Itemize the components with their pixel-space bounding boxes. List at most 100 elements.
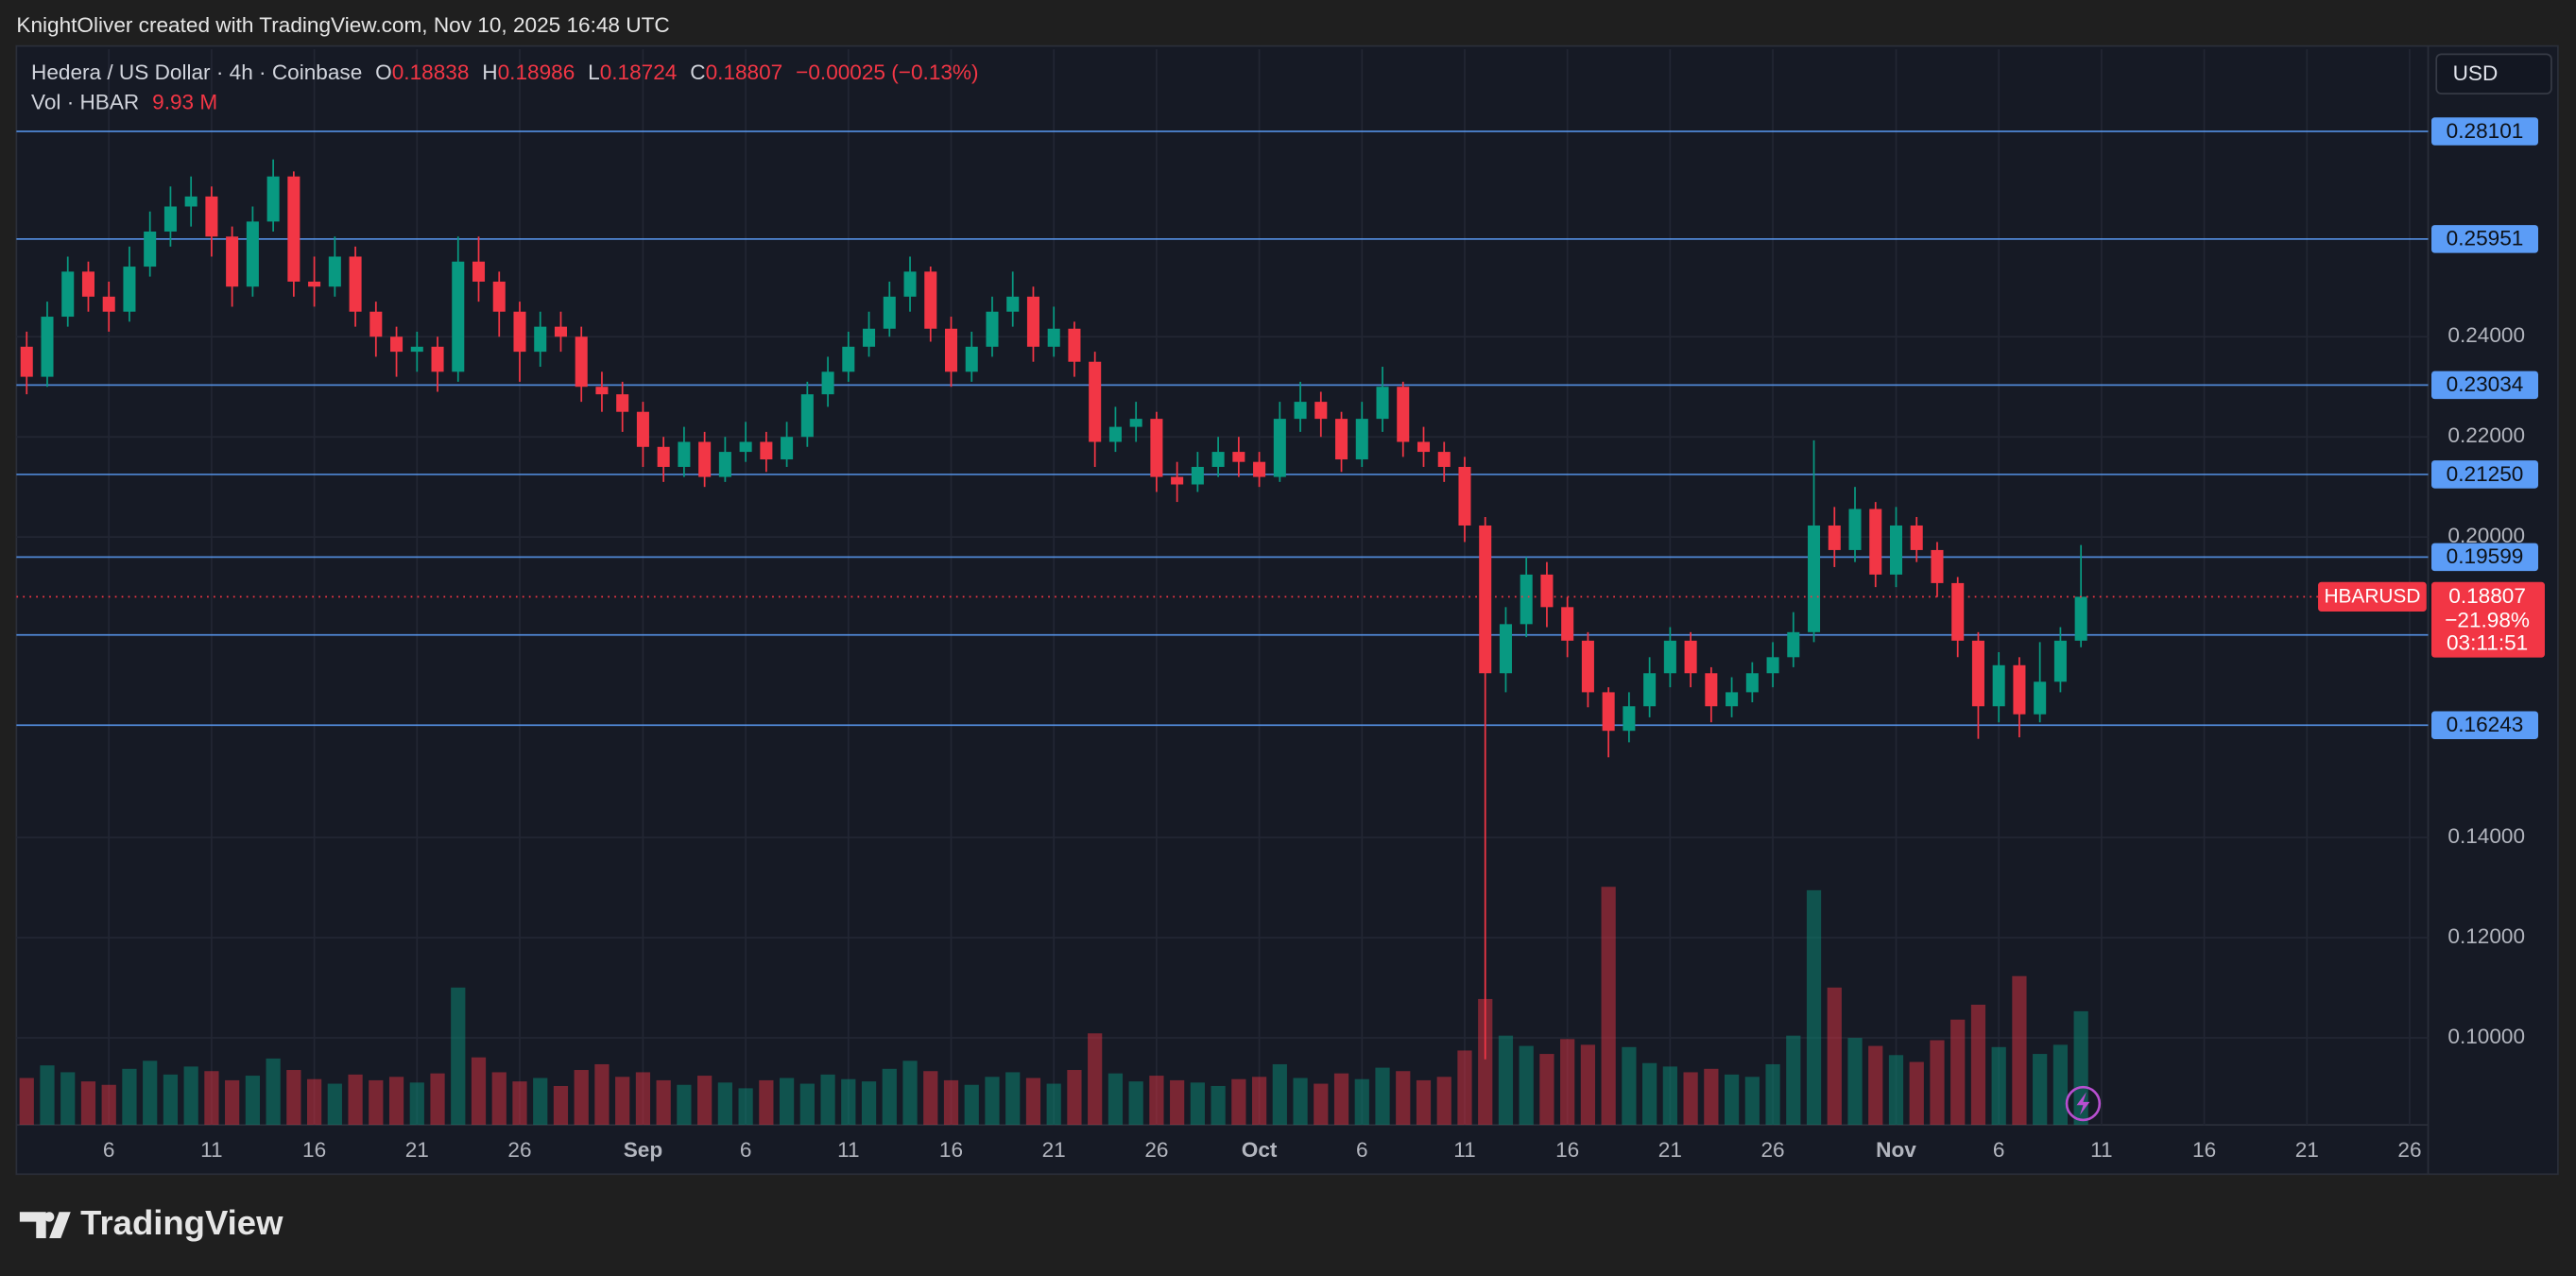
candle-body [2053,640,2067,682]
candle-body [452,261,465,372]
candle-body [1643,673,1657,707]
volume-bar [143,1060,158,1126]
volume-bar [1190,1082,1205,1126]
volume-bar [677,1084,692,1126]
x-tick-label: 21 [405,1138,429,1162]
candles [20,159,2087,1060]
volume-bar [841,1078,856,1126]
candle-body [1355,419,1368,460]
candle-body [410,346,423,353]
volume-bar [1354,1078,1369,1126]
volume-bar [1827,987,1842,1126]
x-tick-label: 16 [2192,1138,2216,1162]
volume-bar [1108,1073,1124,1126]
volume-bar [1519,1045,1534,1126]
volume-bar [717,1082,732,1126]
volume-bar [759,1079,774,1126]
volume-bar [430,1073,445,1126]
volume-bar [369,1079,384,1126]
volume-bar [1005,1072,1021,1126]
level-tag-label: 0.21250 [2447,462,2524,486]
candle-body [1273,419,1286,477]
level-tag-label: 0.19599 [2447,544,2524,568]
candle-body [1828,525,1841,550]
candle-body [821,371,834,395]
candle-body [1623,706,1636,732]
axes: 0.10000 0.12000 0.14000 0.20000 0.22000 0.240… [16,323,2545,1162]
level-tag-label: 0.28101 [2447,119,2524,143]
volume-bar [348,1074,363,1126]
volume-bar [1375,1067,1390,1126]
volume-bar [553,1085,569,1126]
volume-bar [1396,1071,1411,1126]
candle-body [431,346,444,372]
volume-bar [1950,1019,1966,1126]
alert-icon[interactable] [2065,1085,2102,1122]
level-tag [2431,371,2539,400]
symbol-tag-label: HBARUSD [2324,586,2420,608]
candle-body [349,256,362,312]
candle-body [2013,664,2026,715]
volume-bar [799,1083,815,1126]
volume-bar [388,1077,404,1126]
level-tag-label: 0.16243 [2447,713,2524,736]
volume-bar [1333,1073,1349,1126]
candle-body [2074,596,2087,641]
candle-body [903,271,917,297]
x-tick-label: 26 [507,1138,531,1162]
candle-body [1150,419,1163,477]
volume-bar [943,1079,959,1126]
x-tick-label: 11 [1453,1138,1475,1162]
candle-body [1479,525,1492,674]
y-tick-label: 0.20000 [2447,524,2525,547]
volume-bar [245,1076,260,1126]
volume-bar [1970,1004,1986,1126]
x-tick-label: 21 [1042,1138,1066,1162]
currency-button[interactable]: USD [2435,53,2552,95]
level-tag-label: 0.25951 [2447,227,2524,250]
legend-close: 0.18807 [706,60,783,84]
x-tick-label: Sep [624,1138,662,1162]
candle-body [657,446,670,467]
volume-bar [80,1081,96,1126]
volume-bar [122,1068,137,1126]
candle-body [1129,419,1142,427]
candle-body [595,387,609,395]
volume-bar [327,1083,342,1126]
price-tag-value: 0.18807 [2448,584,2526,608]
volume-bar [635,1072,651,1126]
volume-bar [451,987,466,1126]
volume-bar [1991,1046,2006,1126]
brand-icon [19,1212,71,1239]
volume-bar [861,1081,877,1126]
legend-title: Hedera / US Dollar · 4h · Coinbase [31,60,362,84]
candle-body [616,394,629,412]
candle-body [1437,452,1451,467]
volume-bar [1642,1062,1657,1126]
candle-body [1006,296,1020,312]
x-tick-label: 6 [1356,1138,1368,1162]
volume-bar [1436,1077,1451,1126]
candle-body [1602,692,1615,732]
volume-bar [306,1078,322,1126]
volume-bar [101,1084,116,1126]
currency-button-box[interactable] [2435,53,2552,95]
currency-button-text[interactable]: USD [2453,61,2499,85]
x-tick-label: 6 [1993,1138,2005,1162]
volume-bar [1806,889,1822,1126]
volume-bar [1416,1079,1432,1126]
level-tag-label: 0.23034 [2447,372,2524,396]
alert-bolt [2076,1092,2090,1115]
volume-bar [1744,1077,1760,1126]
volume-bar [1293,1078,1308,1126]
volume-value: 9.93 M [152,90,217,113]
brand-name: TradingView [80,1203,283,1242]
candle-body [308,281,321,287]
level-tag [2431,460,2539,489]
volume-bar [286,1070,301,1126]
legend-c: C [690,60,705,84]
candle-body [287,176,301,282]
candle-body [205,196,218,237]
volume-bar [697,1076,713,1126]
